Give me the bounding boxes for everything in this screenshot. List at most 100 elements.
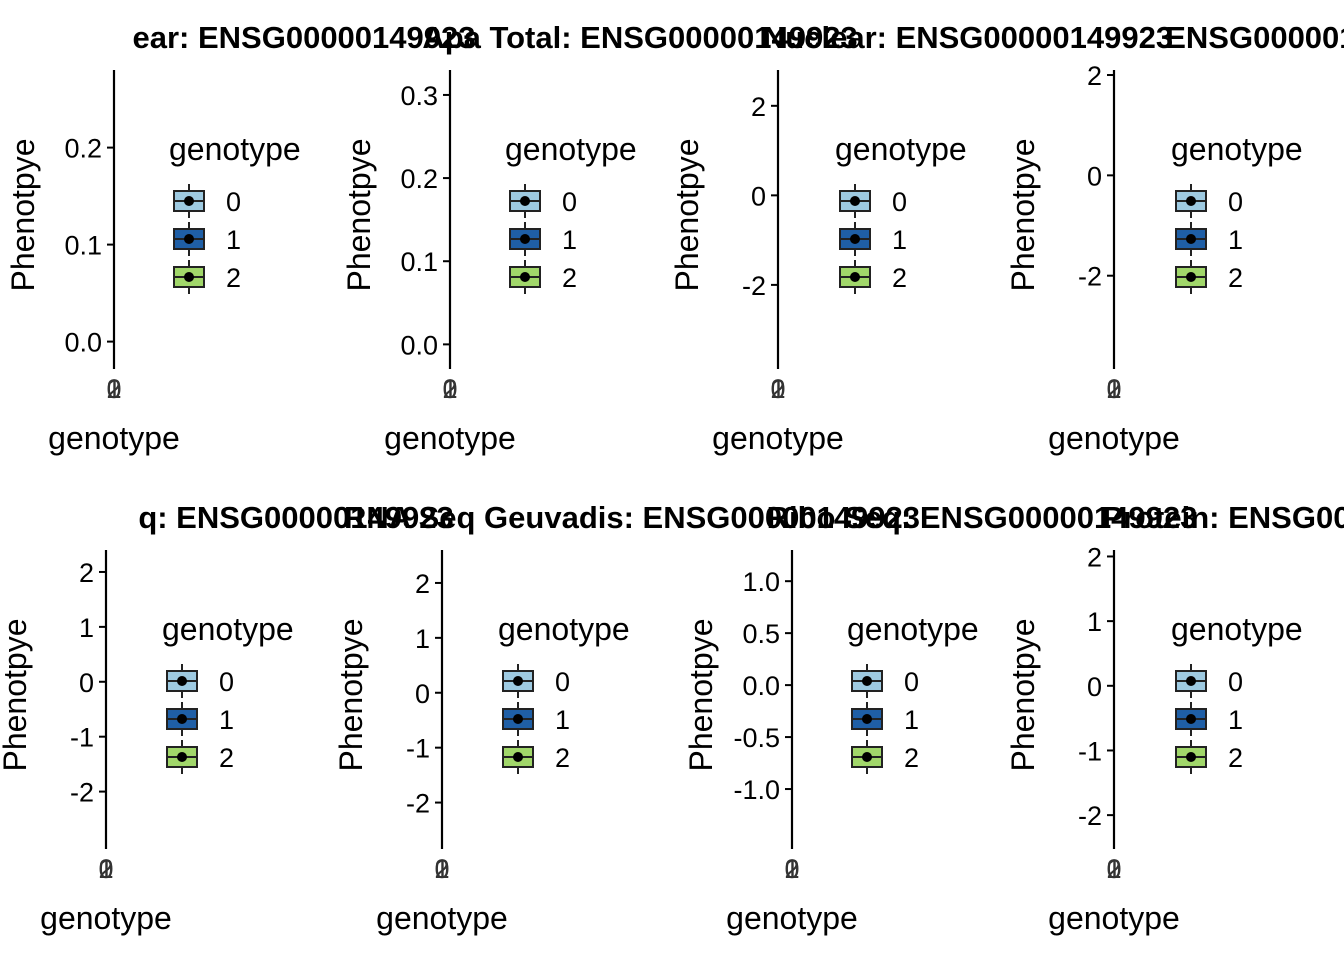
legend-key-1 xyxy=(839,222,871,256)
panel-8: Protein: ENSG00000149923-2-1012012genoty… xyxy=(1005,500,1344,936)
legend-key-0 xyxy=(166,664,198,698)
x-tick-label: 2 xyxy=(1106,374,1121,404)
x-axis-label: genotype xyxy=(384,420,516,456)
x-axis-label: genotype xyxy=(40,900,172,936)
legend-label: 1 xyxy=(226,225,241,255)
legend-key-2 xyxy=(173,260,205,294)
y-tick-label: 0.3 xyxy=(400,81,438,111)
x-tick-label: 2 xyxy=(784,854,799,884)
x-tick-label: 2 xyxy=(98,854,113,884)
x-axis-label: genotype xyxy=(376,900,508,936)
legend-label: 1 xyxy=(562,225,577,255)
y-tick-label: 0 xyxy=(1087,672,1102,702)
legend-key-2 xyxy=(851,740,883,774)
y-tick-label: 0.2 xyxy=(64,134,102,164)
y-tick-label: 0.5 xyxy=(742,619,780,649)
y-tick-label: 1 xyxy=(415,624,430,654)
x-tick-label: 1 xyxy=(98,854,113,884)
y-tick-label: -1.0 xyxy=(733,775,780,805)
y-tick-label: 2 xyxy=(1087,542,1102,572)
y-axis-label: Phenotpye xyxy=(1005,138,1041,291)
y-tick-label: -2 xyxy=(1078,262,1102,292)
legend-key-1 xyxy=(173,222,205,256)
panel-1: ear: ENSG000001499230.00.10.2012genotype… xyxy=(5,20,475,456)
x-tick-label: 0 xyxy=(1106,854,1121,884)
legend-label: 2 xyxy=(1228,743,1243,773)
panel-title: RNA Seq Geuvadis: ENSG00000149923 xyxy=(344,500,920,535)
y-tick-label: 0.0 xyxy=(742,671,780,701)
panel-2: Apa Total: ENSG000001499230.00.10.20.301… xyxy=(341,20,858,456)
legend-key-1 xyxy=(166,702,198,736)
y-tick-label: 1 xyxy=(1087,607,1102,637)
legend-title: genotype xyxy=(162,611,294,647)
panel-title: Protein: ENSG00000149923 xyxy=(1102,500,1344,535)
x-axis-label: genotype xyxy=(1048,900,1180,936)
legend-label: 2 xyxy=(219,743,234,773)
y-tick-label: 2 xyxy=(415,569,430,599)
legend-label: 0 xyxy=(1228,667,1243,697)
y-axis-label: Phenotpye xyxy=(341,138,377,291)
x-tick-label: 2 xyxy=(770,374,785,404)
y-tick-label: 0 xyxy=(1087,161,1102,191)
legend-label: 1 xyxy=(1228,225,1243,255)
legend-label: 0 xyxy=(226,187,241,217)
legend-title: genotype xyxy=(1171,131,1303,167)
panel-title: Nuclear: ENSG00000149923 xyxy=(763,20,1173,55)
panel-title: q: ENSG00000149923 xyxy=(138,500,453,535)
panel-title: ear: ENSG00000149923 xyxy=(133,20,476,55)
y-tick-label: 0.0 xyxy=(400,330,438,360)
panel-5: q: ENSG00000149923-2-1012012genotypePhen… xyxy=(0,500,454,936)
y-tick-label: -1 xyxy=(1078,736,1102,766)
panel-7: Ribo Seq: ENSG00000149923 -1.0 -0.5 0.0 0.5 1… xyxy=(683,500,1197,936)
legend-key-1 xyxy=(1175,222,1207,256)
panel-title: Apa Total: ENSG00000149923 xyxy=(422,20,857,55)
legend-key-1 xyxy=(509,222,541,256)
y-tick-label: -2 xyxy=(742,271,766,301)
legend-key-0 xyxy=(502,664,534,698)
x-tick-label: 1 xyxy=(442,374,457,404)
panel-3: Nuclear: ENSG00000149923-202012genotypeP… xyxy=(669,20,1173,456)
legend: genotype 0 1 2 xyxy=(1171,131,1303,294)
y-axis-label: Phenotpye xyxy=(683,618,719,771)
legend-key-2 xyxy=(509,260,541,294)
x-tick-label: 1 xyxy=(784,854,799,884)
legend-label: 2 xyxy=(555,743,570,773)
legend-title: genotype xyxy=(498,611,630,647)
legend-key-2 xyxy=(502,740,534,774)
x-tick-label: 0 xyxy=(1106,374,1121,404)
x-tick-label: 2 xyxy=(1106,854,1121,884)
y-tick-label: -1 xyxy=(70,723,94,753)
legend-label: 2 xyxy=(562,263,577,293)
y-axis-label: Phenotpye xyxy=(0,618,33,771)
x-tick-label: 1 xyxy=(434,854,449,884)
legend-label: 2 xyxy=(904,743,919,773)
legend: genotype 0 1 2 xyxy=(835,131,967,294)
legend-key-0 xyxy=(509,184,541,218)
legend-key-1 xyxy=(851,702,883,736)
legend-key-0 xyxy=(839,184,871,218)
y-tick-label: -2 xyxy=(406,789,430,819)
x-tick-label: 2 xyxy=(434,854,449,884)
legend-key-0 xyxy=(851,664,883,698)
x-axis-label: genotype xyxy=(726,900,858,936)
x-tick-label: 0 xyxy=(442,374,457,404)
legend-label: 0 xyxy=(892,187,907,217)
legend-label: 1 xyxy=(904,705,919,735)
y-tick-label: 0.2 xyxy=(400,164,438,194)
legend-key-2 xyxy=(166,740,198,774)
x-tick-label: 1 xyxy=(1106,374,1121,404)
y-tick-label: -2 xyxy=(1078,801,1102,831)
x-axis-label: genotype xyxy=(48,420,180,456)
x-tick-label: 1 xyxy=(770,374,785,404)
x-tick-label: 0 xyxy=(784,854,799,884)
panel-6: RNA Seq Geuvadis: ENSG00000149923-2-1012… xyxy=(333,500,920,936)
legend-title: genotype xyxy=(1171,611,1303,647)
panel-4: ENSG00000149923-202012genotypePhenotpyeg… xyxy=(1005,20,1344,456)
legend-title: genotype xyxy=(169,131,301,167)
x-axis-label: genotype xyxy=(1048,420,1180,456)
legend-label: 0 xyxy=(219,667,234,697)
y-tick-label: 1.0 xyxy=(742,567,780,597)
legend: genotype 0 1 2 xyxy=(1171,611,1303,774)
y-axis-label: Phenotpye xyxy=(1005,618,1041,771)
